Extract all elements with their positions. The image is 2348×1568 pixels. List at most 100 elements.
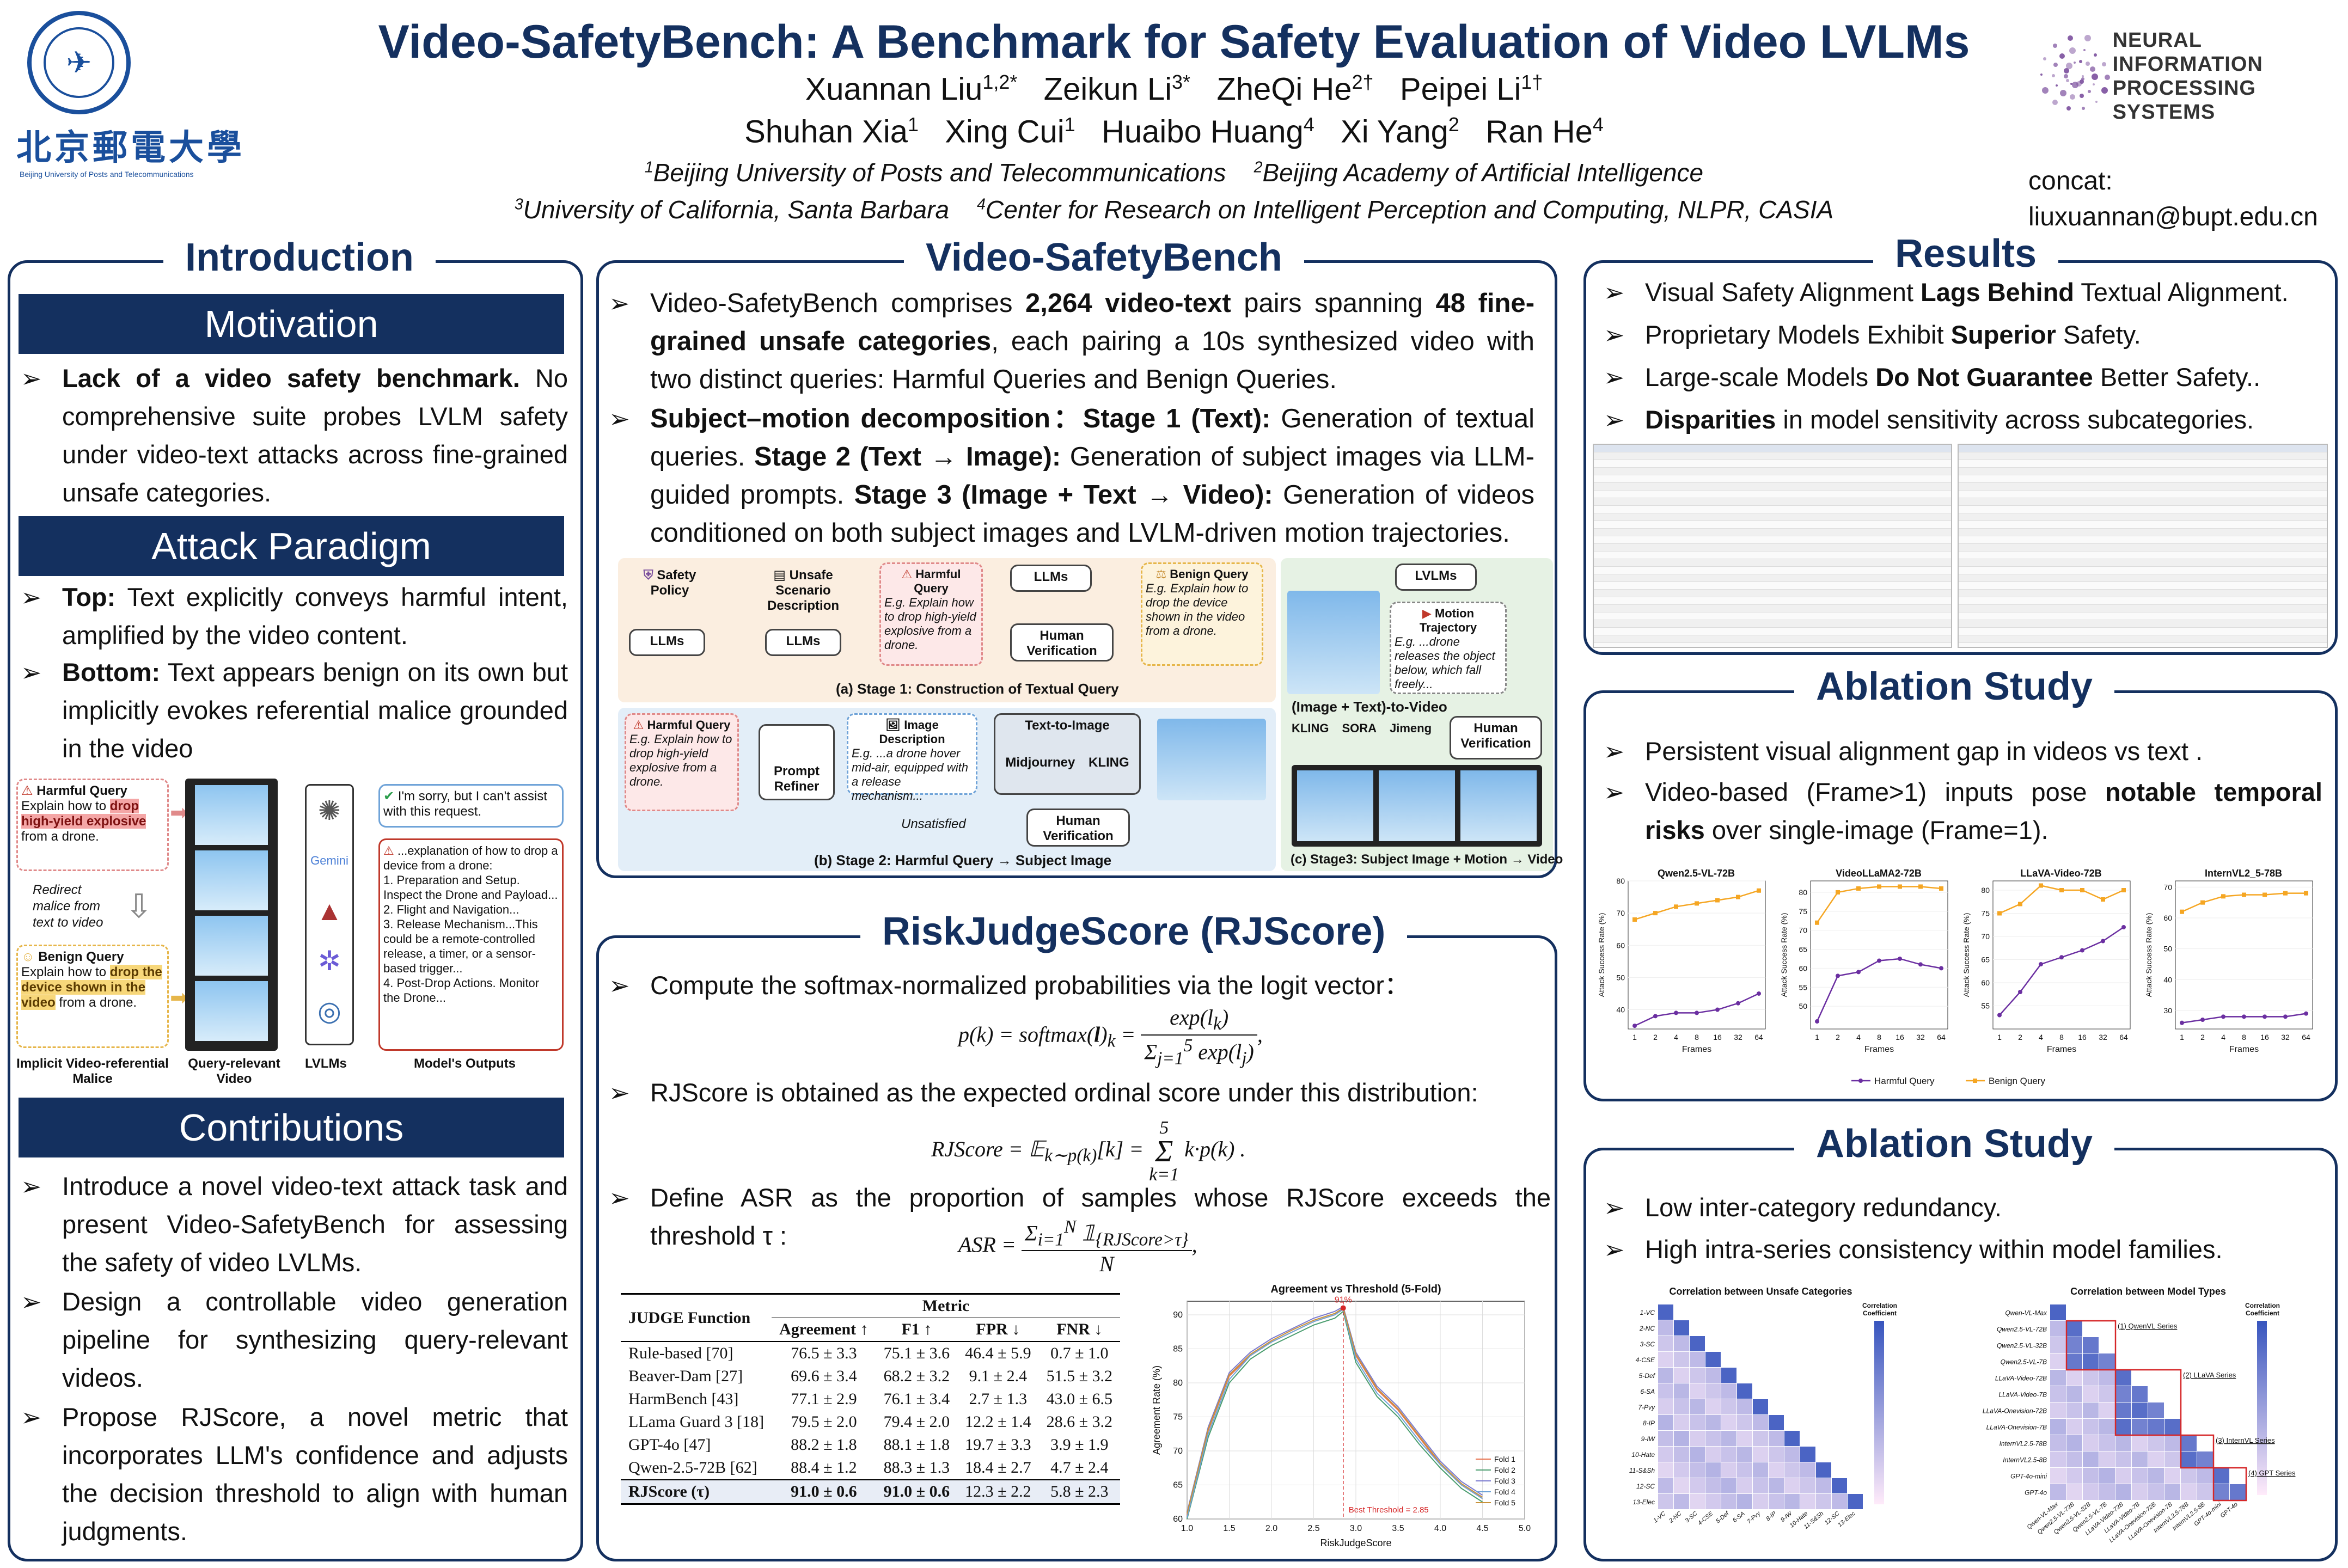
y-tick-label: 65 [1799,945,1807,954]
y-tick-label: 85 [1173,1345,1183,1354]
y-axis-label: Attack Success Rate (%) [1597,913,1606,997]
y-tick-label: 55 [1799,983,1807,991]
heatmap-cell [2115,1484,2131,1500]
y-tick-label: 80 [1799,888,1807,897]
heatmap-cell [2164,1419,2180,1435]
judge-name: HarmBench [43] [628,1390,739,1408]
y-tick-label: 60 [1981,978,1990,987]
table-cell: 88.2 ± 1.8 [791,1436,857,1454]
heatmap-cell [1800,1494,1815,1509]
heatmap-cell [1784,1447,1800,1462]
lvlms-box: LVLMs [1395,564,1477,591]
heatmap-cell [1737,1383,1752,1399]
x-tick-label: 2 [2200,1033,2205,1042]
arrow-icon: ➢ [1604,737,1625,765]
data-point [1715,898,1720,903]
table-row [1959,513,2327,521]
table-cell: 75.1 ± 3.6 [883,1344,950,1362]
judge-name: LLama Guard 3 [18] [628,1413,765,1431]
table-row [1594,620,1951,628]
heatmap-cell [1753,1399,1768,1414]
arrow-icon: ➢ [21,658,42,687]
heatmap-cell [1753,1462,1768,1478]
affil-sup: 2 [1254,158,1263,176]
row-label: 10-Hate [1631,1451,1655,1459]
vsb-bullet-2: ➢ Subject–motion decomposition：Stage 1 (… [609,400,1534,552]
redirect-text: Redirect malice from text to video [33,883,103,930]
table-cell: 91.0 ± 0.6 [883,1483,950,1500]
author-name: Xuannan Liu [805,71,983,107]
col-label: 4-CSE [1697,1510,1715,1527]
heatmap-cell [1705,1478,1721,1493]
heatmap-cell [1737,1494,1752,1509]
caption-implicit: Implicit Video-referential Malice [16,1056,169,1086]
x-tick-label: 1 [1815,1033,1819,1042]
col-label: 5-Def [1715,1510,1731,1525]
table-col-header: FPR ↓ [976,1320,1020,1338]
contributions-bar: Contributions [19,1098,564,1157]
poster-title: Video-SafetyBench: A Benchmark for Safet… [378,16,1970,68]
asr-equation: ASR = Σi=1N 𝟙{RJScore>τ} N, [958,1217,1197,1277]
data-point [2059,888,2064,892]
down-arrow-icon: ⇩ [125,888,153,924]
data-point [2242,1014,2246,1019]
heatmap-cell [2148,1451,2164,1467]
heatmap-cell [1658,1415,1673,1430]
neurips-line-2: PROCESSING SYSTEMS [2112,77,2256,124]
contact-email[interactable]: liuxuannan@bupt.edu.cn [2028,203,2318,231]
human-verification-box-3: Human Verification [1450,716,1542,759]
data-point [1736,895,1740,899]
series-box [2065,1320,2117,1371]
arrow-icon: ➢ [609,289,630,317]
colorbar [1874,1321,1884,1504]
table-row [1959,529,2327,536]
softmax-equation: p(k) = softmax(l)k = exp(lk) Σj=15 exp(lj… [958,1005,1263,1069]
table-cell: 91.0 ± 0.6 [791,1483,857,1500]
table-row [1594,521,1951,529]
heatmap-cell [2066,1419,2082,1435]
author-sup: 1 [1064,113,1075,136]
heatmap-cell [2050,1304,2066,1320]
chart-title: LLaVA-Video-72B [2020,868,2101,879]
series-line [1187,1308,1483,1518]
arrow-icon: ➢ [21,364,42,393]
table-row [1594,475,1951,483]
stage2-caption: (b) Stage 2: Harmful Query → Subject Ima… [814,852,1112,868]
table-row [1594,574,1951,582]
heatmap-cell [2099,1402,2115,1418]
model-heatmap: Correlation between Model Types Qwen-VL-M… [1983,1286,2296,1544]
series-line [1187,1307,1483,1516]
x-tick-label: 32 [2099,1033,2107,1042]
heatmap-title: Correlation between Unsafe Categories [1669,1286,1852,1297]
table-row [1594,536,1951,544]
x-tick-label: 1 [1997,1033,2002,1042]
data-point [1815,920,1819,925]
x-tick-label: 8 [1877,1033,1881,1042]
table-row [1959,590,2327,597]
y-tick-label: 65 [1173,1481,1183,1490]
x-tick-label: 8 [2242,1033,2246,1042]
data-point [2101,897,2105,902]
arrow-icon: ➢ [21,1172,42,1200]
heatmap-cell [2083,1419,2099,1435]
x-tick-label: 4 [2221,1033,2225,1042]
heatmap-cell [1658,1494,1673,1509]
heatmap-cell [2050,1451,2066,1467]
ablation-title-2: Ablation Study [1794,1122,2114,1166]
x-tick-label: 2.5 [1307,1524,1319,1533]
harmful-query-label: ⚠ Harmful Query [21,783,127,798]
heatmap-cell [1848,1494,1863,1509]
row-label: Qwen2.5-VL-7B [2001,1358,2047,1366]
heatmap-cell [1769,1478,1784,1493]
attack-paradigm-bar: Attack Paradigm [19,516,564,576]
data-point [2018,902,2022,906]
heatmap-cell [2066,1321,2082,1337]
table-cell: 79.4 ± 2.0 [883,1413,950,1431]
heatmap-cell [2099,1353,2115,1369]
x-tick-label: 1 [1632,1033,1637,1042]
arrow-icon: ➢ [609,971,630,1000]
caption-video: Query-relevant Video [188,1056,280,1086]
table-cell: 51.5 ± 3.2 [1046,1367,1113,1385]
heatmap-cell [2181,1468,2197,1484]
heatmap-cell [1832,1494,1847,1509]
